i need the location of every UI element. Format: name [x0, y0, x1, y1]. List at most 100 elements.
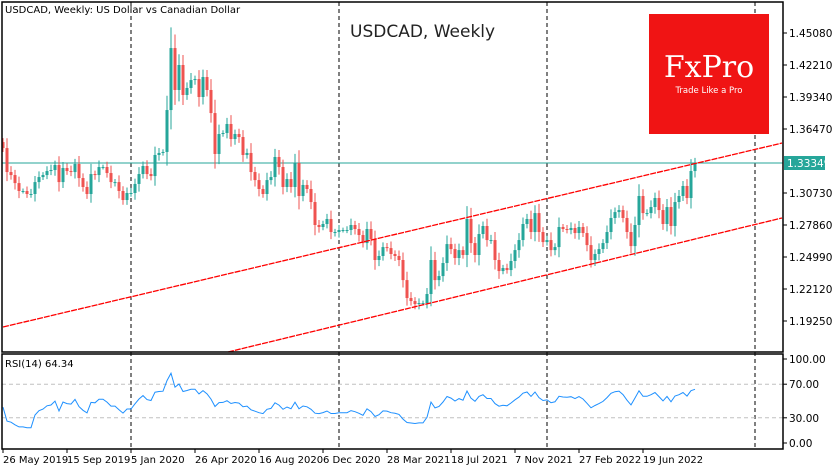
- candle: [473, 236, 477, 263]
- candle: [337, 225, 341, 238]
- rsi-axis: 100.00 70.00 30.00 0.00: [783, 354, 826, 450]
- candle: [193, 75, 197, 85]
- candle-body: [185, 87, 189, 95]
- candle: [561, 224, 565, 232]
- candle-body: [89, 174, 93, 195]
- candle-body: [529, 218, 533, 233]
- candle: [445, 235, 449, 271]
- candle-body: [549, 240, 553, 251]
- candle-body: [693, 163, 697, 172]
- candle-body: [429, 260, 433, 295]
- candle-body: [61, 168, 65, 183]
- candle-body: [277, 156, 281, 168]
- candle-body: [577, 227, 581, 234]
- candle-body: [637, 196, 641, 225]
- candle-body: [569, 228, 573, 231]
- candle: [129, 187, 133, 197]
- candle: [637, 184, 641, 238]
- candle: [65, 163, 69, 175]
- candle: [629, 223, 633, 254]
- candle-body: [145, 166, 149, 175]
- candle: [425, 287, 429, 309]
- candle-body: [209, 89, 213, 114]
- candle: [553, 243, 557, 256]
- candle-body: [361, 235, 365, 244]
- candle-body: [669, 207, 673, 227]
- candle: [293, 153, 297, 198]
- candle-body: [241, 137, 245, 155]
- candle-body: [29, 194, 33, 196]
- candle: [649, 200, 653, 219]
- candle: [633, 216, 637, 256]
- candle: [521, 217, 525, 247]
- candle: [681, 181, 685, 201]
- candle-body: [337, 230, 341, 233]
- candle-body: [289, 179, 293, 187]
- candle: [181, 55, 185, 105]
- candle: [429, 246, 433, 307]
- candle-body: [629, 232, 633, 247]
- candle-body: [245, 152, 249, 155]
- candle: [481, 221, 485, 239]
- price-panel-border: [1, 1, 784, 353]
- candle-body: [317, 225, 321, 228]
- candle-body: [533, 213, 537, 233]
- candle-body: [217, 134, 221, 154]
- candle-body: [473, 243, 477, 255]
- candle-body: [513, 250, 517, 262]
- candle: [569, 222, 573, 235]
- candle: [229, 115, 233, 147]
- candle-body: [309, 188, 313, 203]
- candle-body: [521, 223, 525, 241]
- candle: [689, 159, 693, 209]
- candle: [621, 205, 625, 223]
- rsi-tick-label: 0.00: [789, 438, 812, 450]
- logo-tagline: Trade Like a Pro: [674, 86, 742, 96]
- candle-body: [333, 232, 337, 234]
- candle-body: [341, 230, 345, 232]
- candle: [25, 186, 29, 198]
- candle: [109, 165, 113, 189]
- chart-header: USDCAD, Weekly: US Dollar vs Canadian Do…: [5, 5, 241, 16]
- price-tick-label: 1.24990: [789, 252, 832, 264]
- candle: [201, 69, 205, 105]
- candle-body: [409, 298, 413, 302]
- candle: [389, 241, 393, 260]
- candle: [89, 163, 93, 203]
- candle-body: [21, 190, 25, 192]
- candle-body: [553, 247, 557, 251]
- candle: [253, 166, 257, 187]
- candle: [241, 130, 245, 162]
- candle: [5, 138, 9, 182]
- candle-body: [149, 174, 153, 177]
- rsi-tick-label: 30.00: [789, 413, 819, 425]
- candle: [581, 223, 585, 237]
- candle-body: [229, 123, 233, 140]
- candle-body: [293, 163, 297, 187]
- candle-body: [273, 156, 277, 178]
- candle: [185, 82, 189, 100]
- candle-body: [681, 185, 685, 197]
- candle-body: [685, 185, 689, 199]
- candle: [133, 178, 137, 200]
- candle-body: [437, 276, 441, 281]
- price-tick-label: 1.19250: [789, 316, 832, 328]
- time-tick-label: 7 Nov 2021: [515, 455, 573, 466]
- candle-body: [397, 255, 401, 261]
- rsi-tick-label: 70.00: [789, 379, 819, 391]
- candle: [573, 223, 577, 239]
- candle-body: [357, 229, 361, 236]
- price-tick-label: 1.42210: [789, 60, 832, 72]
- candle-body: [97, 167, 101, 176]
- candle: [281, 159, 285, 195]
- candle: [217, 124, 221, 165]
- candle: [21, 188, 25, 194]
- candle-body: [677, 196, 681, 203]
- trendline-lower: [227, 217, 783, 353]
- candle-body: [25, 190, 29, 195]
- candle-body: [233, 134, 237, 140]
- candle-body: [441, 263, 445, 277]
- candle-body: [485, 226, 489, 241]
- candle-body: [9, 172, 13, 176]
- candle: [477, 224, 481, 266]
